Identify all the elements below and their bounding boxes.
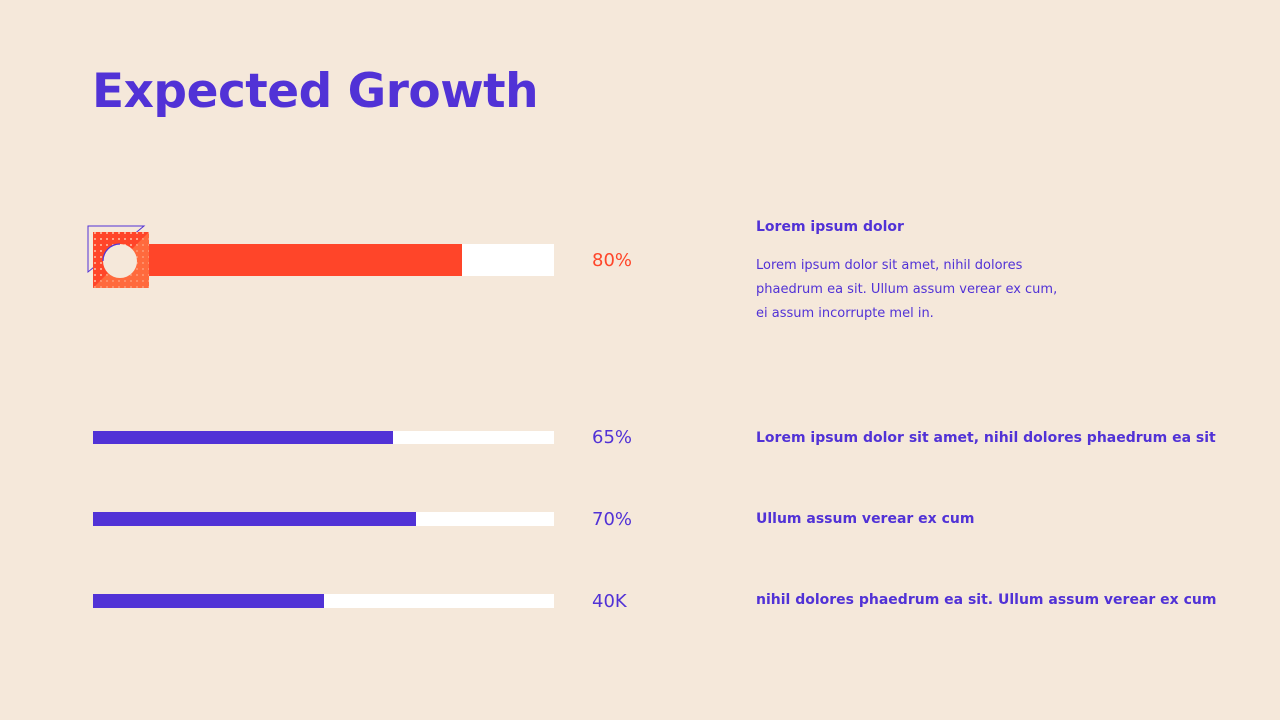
bar-category-label-2: Lorem ipsum dolor sit amet, nihil dolore… — [756, 430, 1216, 446]
abstract-geometric-badge-icon — [87, 225, 149, 288]
bar-value-label-1: 80% — [592, 250, 633, 271]
description-line: Lorem ipsum dolor sit amet, nihil dolore… — [756, 258, 1023, 273]
bar-category-label-4: nihil dolores phaedrum ea sit. Ullum ass… — [756, 592, 1217, 608]
bar-description-1: Lorem ipsum dolor sit amet, nihil dolore… — [756, 254, 1096, 326]
bar-value-label-2: 65% — [592, 427, 633, 448]
description-line: ei assum incorrupte mel in. — [756, 306, 934, 321]
bar-track-1 — [93, 244, 554, 276]
bar-fill-1 — [93, 244, 462, 276]
bar-fill-2 — [93, 431, 393, 444]
bar-fill-3 — [93, 512, 416, 526]
page-title: Expected Growth — [92, 64, 539, 119]
description-line: phaedrum ea sit. Ullum assum verear ex c… — [756, 282, 1058, 297]
bar-track-3 — [93, 512, 554, 526]
bar-fill-4 — [93, 594, 324, 608]
bar-category-label-1: Lorem ipsum dolor — [756, 219, 904, 235]
bar-value-label-3: 70% — [592, 509, 633, 530]
bar-track-2 — [93, 431, 554, 444]
bar-track-4 — [93, 594, 554, 608]
bar-category-label-3: Ullum assum verear ex cum — [756, 511, 975, 527]
bar-value-label-4: 40K — [592, 591, 627, 612]
